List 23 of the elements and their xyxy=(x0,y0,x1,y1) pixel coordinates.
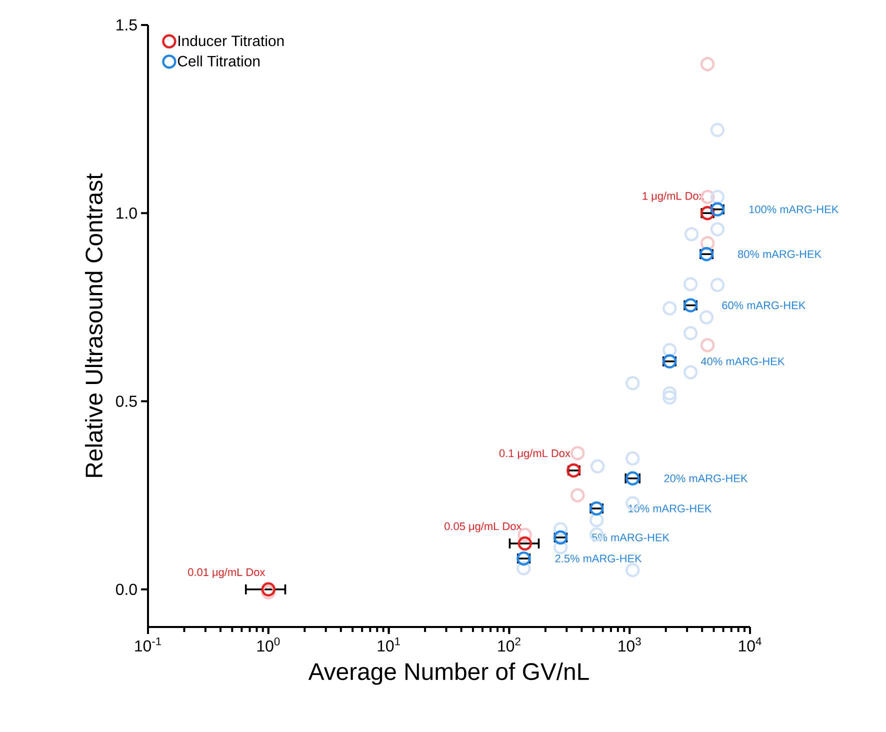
y-axis-title: Relative Ultrasound Contrast xyxy=(84,173,103,477)
x-axis-title: Average Number of GV/nL xyxy=(308,662,589,685)
x-tick-label: 10$^{0}$ xyxy=(257,637,280,652)
annotation: 100% mARG-HEK xyxy=(749,205,839,214)
annotation: 20% mARG-HEK xyxy=(664,474,748,482)
legend-label: Inducer Titration xyxy=(178,35,284,46)
x-tick-label: 10$^{1}$ xyxy=(378,637,400,652)
x-tick-label: 10$^{3}$ xyxy=(618,637,641,652)
y-tick-label: 1.0 xyxy=(116,207,137,219)
y-tick-label: 0.5 xyxy=(116,396,137,407)
x-tick-label: 10$^{4}$ xyxy=(739,637,762,652)
annotation: 2.5% mARG-HEK xyxy=(555,554,642,562)
annotation: 80% mARG-HEK xyxy=(738,250,822,258)
legend-label: Cell Titration xyxy=(178,55,260,66)
x-tick-label: 10$^{-1}$ xyxy=(135,637,162,652)
annotation: 60% mARG-HEK xyxy=(722,301,806,310)
y-tick-label: 1.5 xyxy=(116,19,137,31)
y-tick-label: 0.0 xyxy=(116,584,137,596)
annotation: 0.01 μg/mL Dox xyxy=(188,568,266,578)
annotation: 0.1 μg/mL Dox xyxy=(499,449,570,460)
x-tick-label: 10$^{2}$ xyxy=(498,637,520,652)
annotation: 0.05 μg/mL Dox xyxy=(444,522,522,532)
annotation: 40% mARG-HEK xyxy=(700,357,785,366)
